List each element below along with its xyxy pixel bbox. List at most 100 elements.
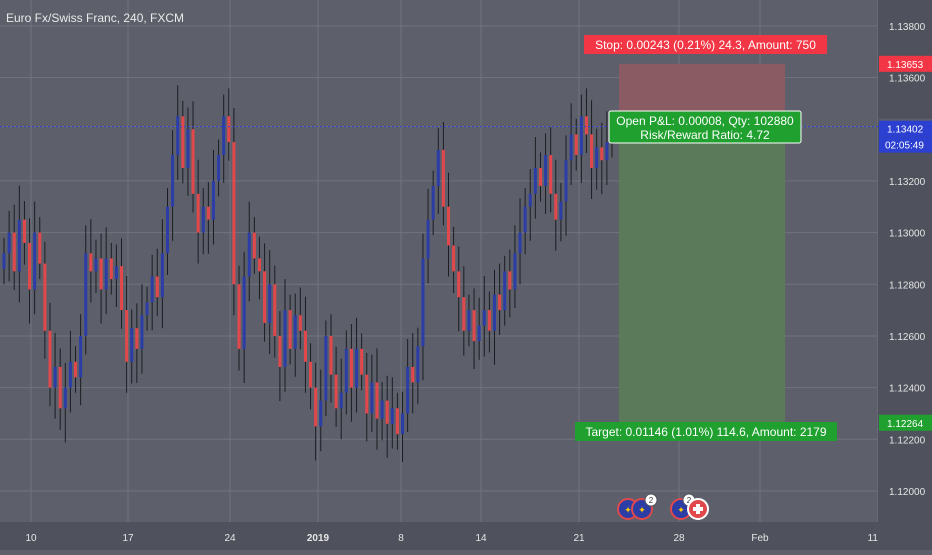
candle-body: [482, 310, 486, 326]
countdown-tag-bg: [879, 136, 932, 153]
candle-body: [538, 167, 543, 187]
candlestick-series: [2, 85, 614, 463]
candle-body: [201, 206, 205, 233]
candle-body: [2, 253, 6, 269]
candle-body: [12, 232, 16, 272]
candle-body: [38, 232, 42, 264]
candle-body: [329, 335, 333, 375]
candle-body: [278, 335, 282, 367]
candle-body: [211, 180, 216, 220]
candle-body: [528, 193, 532, 207]
candle-body: [431, 186, 435, 220]
time-axis[interactable]: [0, 522, 932, 550]
candle-body: [314, 387, 318, 427]
svg-text:✦: ✦: [677, 505, 685, 515]
swiss-flag-icon[interactable]: [687, 498, 709, 520]
candle-body: [48, 330, 52, 388]
candle-body: [171, 155, 175, 207]
candle-body: [263, 271, 267, 324]
candle-body: [584, 116, 588, 135]
event-count-badge: 2: [644, 493, 658, 507]
time-tick-label: 2019: [307, 533, 330, 544]
candle-body: [349, 348, 353, 388]
candle-body: [564, 160, 568, 202]
candle-body: [99, 258, 103, 290]
candle-body: [181, 116, 185, 168]
candle-body: [446, 206, 451, 246]
candle-body: [533, 167, 537, 194]
candle-body: [436, 149, 440, 187]
candle-body: [268, 284, 272, 324]
candle-body: [595, 147, 599, 168]
candle-body: [196, 193, 200, 233]
target-price-tag-bg: [879, 414, 932, 431]
candle-body: [319, 400, 323, 427]
price-tick-label: 1.12600: [889, 332, 926, 343]
candle-body: [79, 335, 83, 378]
candle-body: [273, 284, 277, 336]
candle-body: [569, 134, 573, 161]
candle-body: [309, 361, 313, 388]
candle-body: [176, 116, 180, 156]
candle-body: [339, 392, 343, 409]
candle-body: [242, 276, 246, 349]
candle-body: [472, 310, 476, 342]
candle-body: [513, 253, 517, 290]
target-zone: [619, 126, 785, 423]
candle-body: [334, 374, 338, 409]
price-axis[interactable]: [878, 0, 932, 550]
candle-body: [186, 129, 190, 168]
price-tick-label: 1.12400: [889, 384, 926, 395]
candle-body: [426, 219, 430, 259]
candle-body: [288, 310, 292, 349]
candle-body: [94, 258, 98, 272]
candle-body: [492, 294, 497, 331]
candle-body: [165, 206, 170, 254]
candle-body: [605, 142, 609, 161]
price-tick-label: 1.12200: [889, 435, 926, 446]
current-price-tag-bg: [879, 120, 932, 137]
candle-body: [135, 328, 139, 349]
open-pnl-box[interactable]: Open P&L: 0.00008, Qty: 102880 Risk/Rewa…: [608, 110, 802, 144]
candle-body: [590, 134, 594, 168]
candle-body: [73, 361, 78, 378]
candle-body: [370, 382, 374, 414]
time-tick-label: 24: [224, 533, 236, 544]
candle-body: [293, 315, 297, 349]
candle-body: [140, 315, 144, 349]
candle-body: [385, 400, 389, 424]
price-tick-label: 1.12000: [889, 487, 926, 498]
stop-label-box[interactable]: Stop: 0.00243 (0.21%) 24.3, Amount: 750: [584, 35, 827, 54]
time-tick-label: Feb: [751, 533, 769, 544]
candle-body: [227, 116, 231, 143]
candle-body: [17, 219, 21, 272]
candle-body: [283, 310, 287, 367]
candle-body: [503, 271, 507, 311]
candle-body: [457, 271, 461, 298]
price-tick-label: 1.12800: [889, 280, 926, 291]
candle-body: [53, 366, 57, 388]
economic-events[interactable]: ✦ ✦ 2 ✦ 2: [617, 493, 709, 520]
candle-body: [89, 253, 93, 272]
candle-body: [508, 271, 512, 290]
candle-body: [119, 266, 124, 311]
current-price-tag: 1.13402: [887, 125, 924, 136]
candle-body: [518, 232, 522, 254]
candle-body: [395, 408, 399, 435]
time-axis-ticks: 10 17 24 2019 8 14 21 28 Feb 11: [25, 533, 878, 544]
stop-price-tag: 1.13653: [887, 60, 924, 71]
candle-body: [416, 346, 420, 383]
candle-body: [498, 294, 502, 311]
candle-body: [155, 276, 159, 298]
candle-body: [559, 201, 563, 220]
candle-body: [63, 387, 67, 409]
time-tick-label: 28: [673, 533, 685, 544]
time-tick-label: 14: [475, 533, 487, 544]
target-label-box[interactable]: Target: 0.01146 (1.01%) 114.6, Amount: 2…: [575, 422, 837, 441]
svg-text:✦: ✦: [638, 505, 646, 515]
svg-text:✦: ✦: [624, 505, 632, 515]
